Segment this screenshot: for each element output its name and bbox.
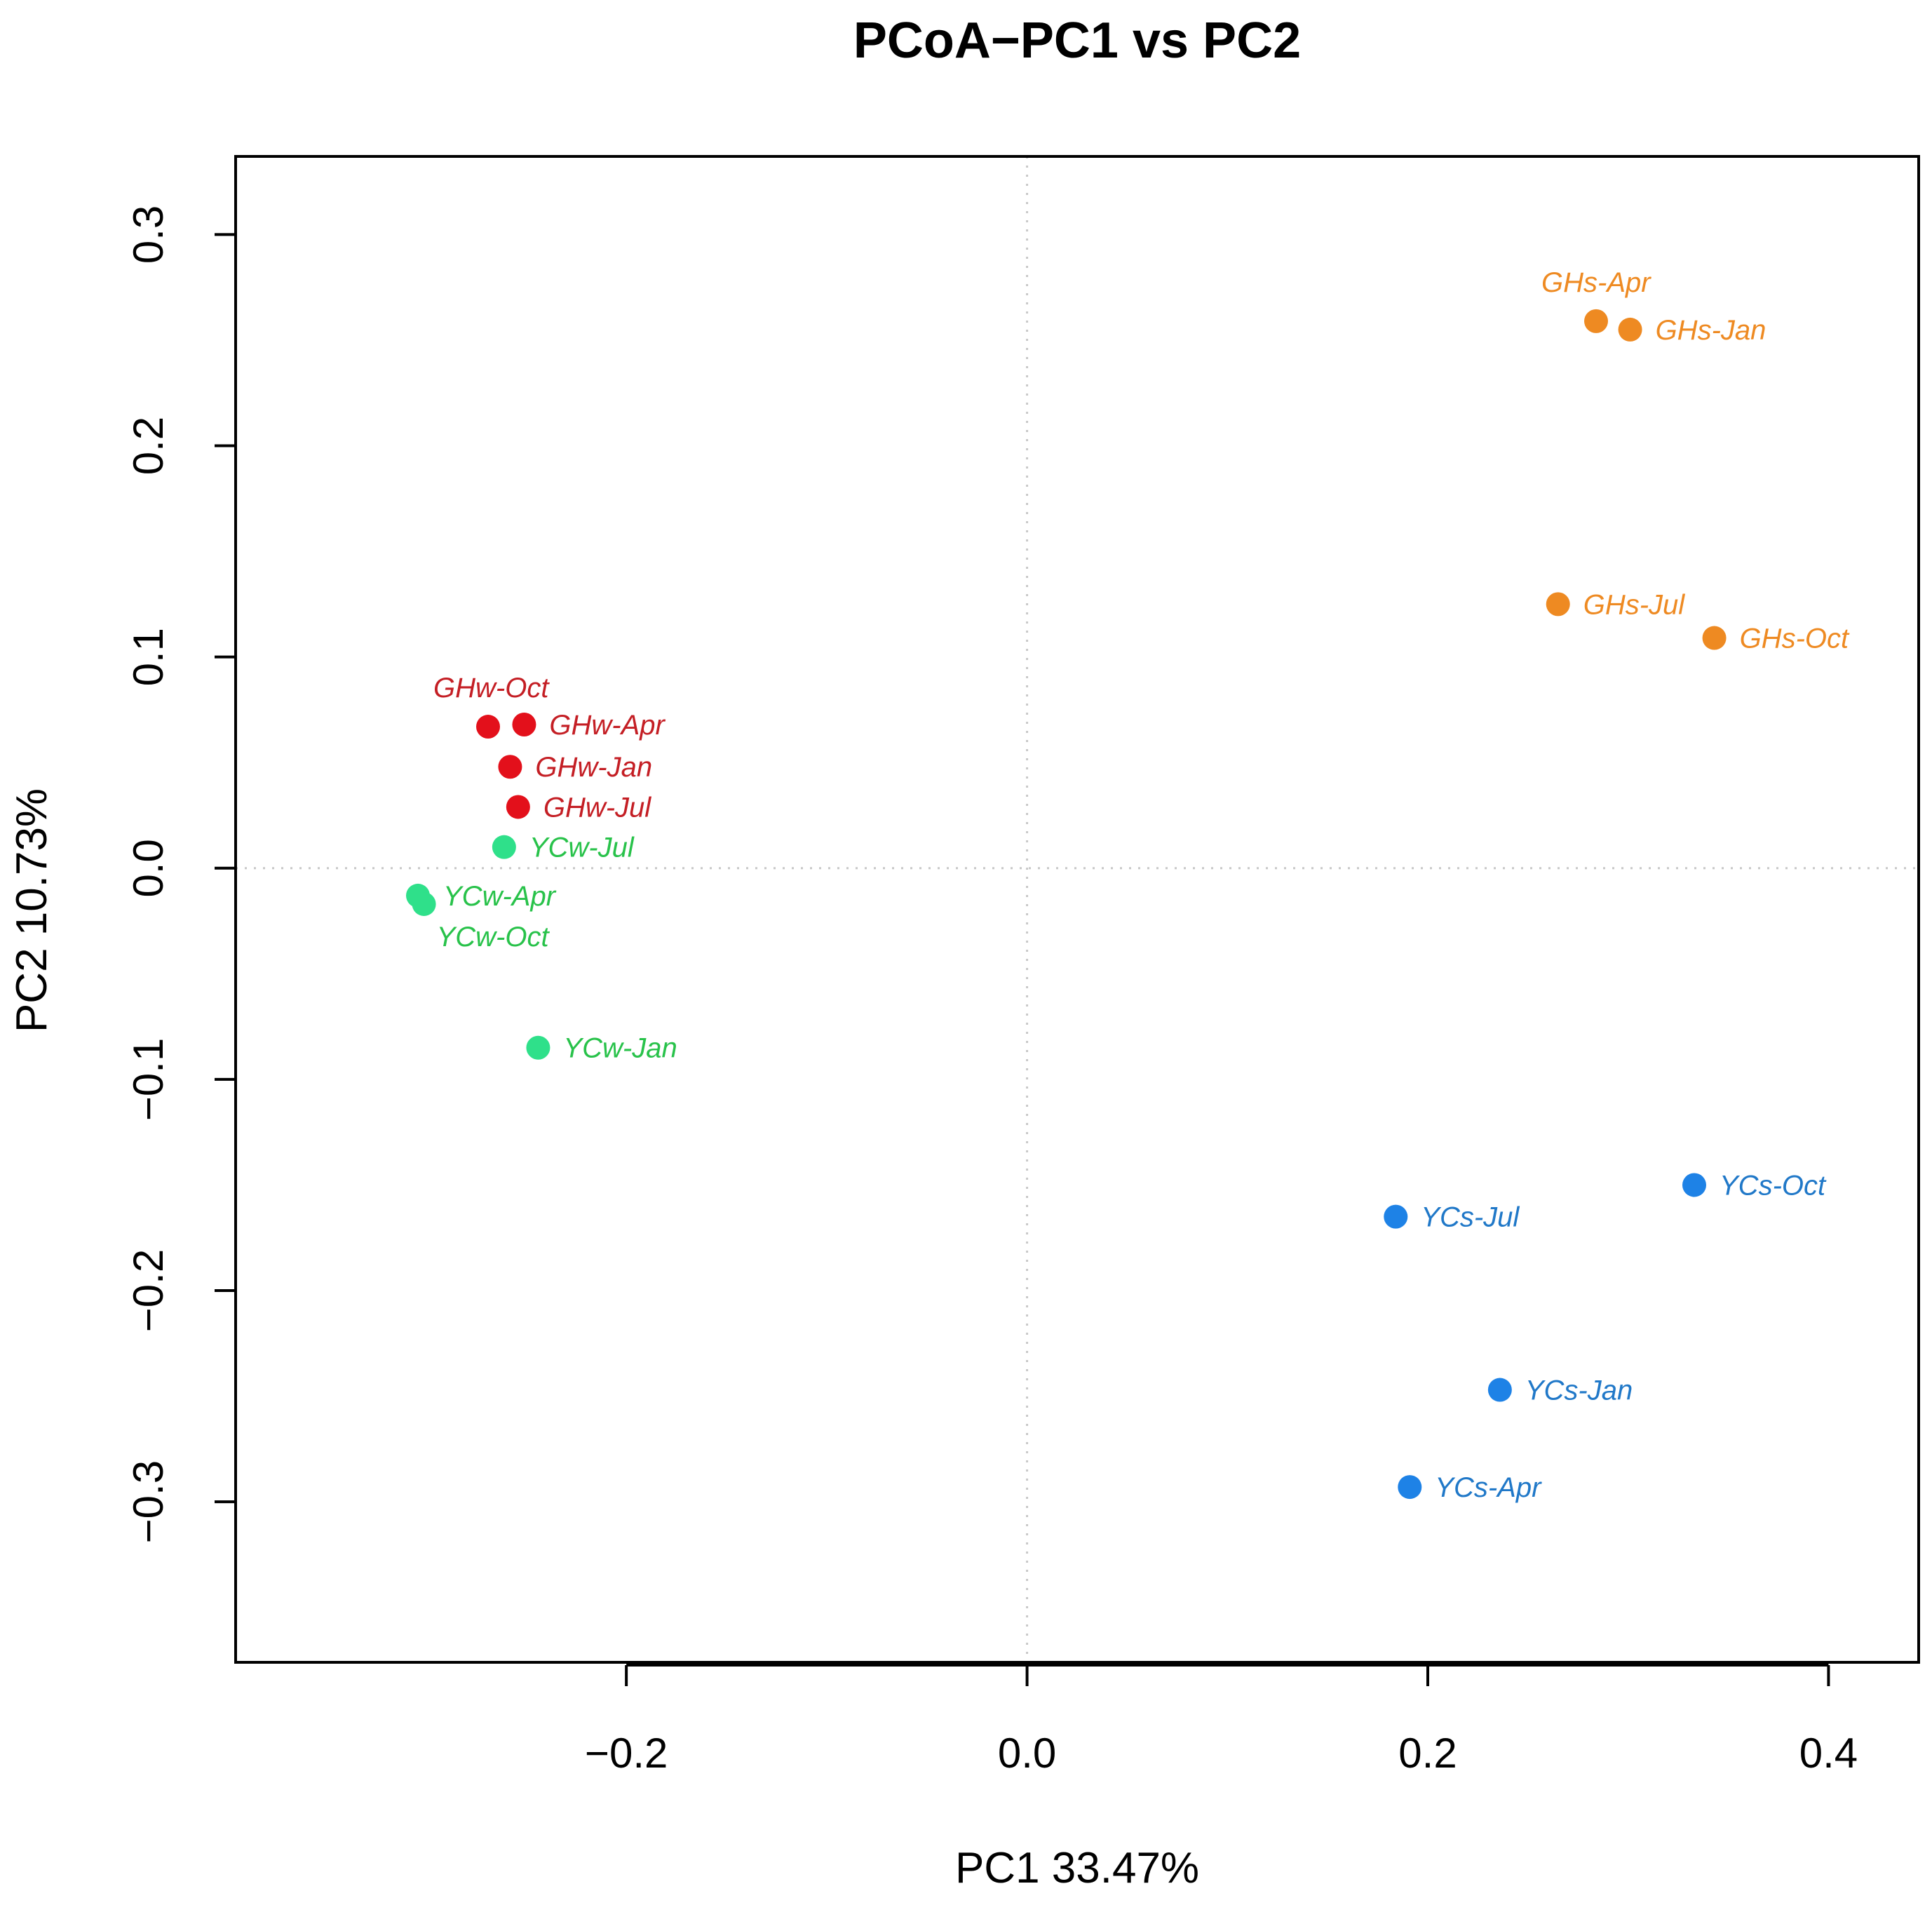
point-ghw-jan xyxy=(498,755,522,779)
point-label: GHw-Oct xyxy=(433,673,550,704)
point-label: GHs-Jan xyxy=(1656,315,1767,346)
y-tick-label: −0.1 xyxy=(125,1038,172,1121)
point-label: YCs-Jan xyxy=(1525,1375,1633,1406)
point-label: GHw-Jul xyxy=(543,792,651,823)
x-tick-label: −0.2 xyxy=(585,1730,668,1777)
y-tick-label: 0.1 xyxy=(125,628,172,686)
x-axis-title: PC1 33.47% xyxy=(955,1844,1199,1892)
point-label: YCs-Apr xyxy=(1435,1472,1542,1503)
x-tick-label: 0.4 xyxy=(1799,1730,1858,1777)
point-ghs-jan xyxy=(1618,317,1642,342)
series-ycw: YCw-Jul YCw-Apr YCw-Oct YCw-Jan xyxy=(406,833,677,1064)
x-tick-label: 0.0 xyxy=(998,1730,1056,1777)
point-ycw-jul xyxy=(492,835,516,859)
y-axis: −0.3 −0.2 −0.1 0.0 0.1 0.2 0.3 xyxy=(125,206,237,1543)
point-ycs-jul xyxy=(1384,1204,1408,1229)
point-label: YCs-Oct xyxy=(1720,1170,1827,1201)
point-label: GHs-Jul xyxy=(1583,589,1686,620)
y-tick-label: −0.3 xyxy=(125,1460,172,1543)
point-label: GHs-Oct xyxy=(1740,624,1850,654)
point-label: YCw-Jul xyxy=(529,833,635,863)
y-tick-label: 0.0 xyxy=(125,839,172,897)
point-label: YCw-Jan xyxy=(563,1033,677,1064)
plot-area: −0.2 0.0 0.2 0.4 −0.3 −0.2 −0.1 0.0 0.1 0.2 0.3 G… xyxy=(125,155,1920,1777)
point-ghs-apr xyxy=(1584,309,1608,333)
point-ghw-oct xyxy=(476,715,500,739)
y-axis-title: PC2 10.73% xyxy=(8,788,56,1032)
point-ycw-jan xyxy=(526,1035,550,1060)
point-label: GHw-Apr xyxy=(549,710,666,741)
point-ghw-apr xyxy=(512,713,536,737)
point-label: GHw-Jan xyxy=(535,752,652,783)
point-ycs-oct xyxy=(1682,1173,1706,1197)
point-ycs-apr xyxy=(1398,1475,1422,1500)
y-tick-label: 0.3 xyxy=(125,206,172,264)
point-ghw-jul xyxy=(506,795,530,819)
point-ycs-jan xyxy=(1487,1378,1512,1402)
point-label: YCw-Oct xyxy=(437,922,550,952)
point-ghs-jul xyxy=(1546,592,1570,617)
point-ghs-oct xyxy=(1702,626,1727,650)
y-tick-label: 0.2 xyxy=(125,417,172,475)
chart-title: PCoA−PC1 vs PC2 xyxy=(853,13,1301,69)
point-label: YCs-Jul xyxy=(1421,1202,1520,1233)
x-axis: −0.2 0.0 0.2 0.4 xyxy=(585,1664,1858,1777)
point-label: YCw-Apr xyxy=(443,881,557,912)
point-ycw-oct xyxy=(412,891,436,916)
series-ycs: YCs-Oct YCs-Jul YCs-Jan YCs-Apr xyxy=(1384,1170,1827,1503)
point-label: GHs-Apr xyxy=(1541,267,1651,298)
x-tick-label: 0.2 xyxy=(1398,1730,1457,1777)
y-tick-label: −0.2 xyxy=(125,1249,172,1332)
series-ghw: GHw-Oct GHw-Apr GHw-Jan GHw-Jul xyxy=(433,673,666,823)
